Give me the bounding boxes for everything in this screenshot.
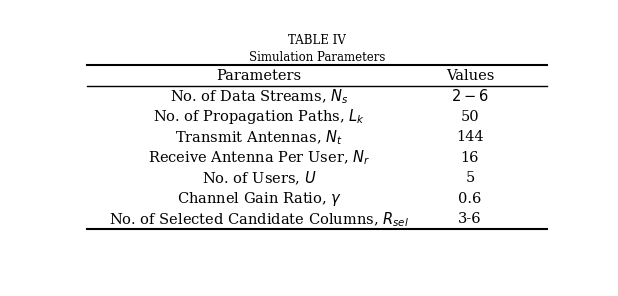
- Text: $2-6$: $2-6$: [451, 89, 489, 104]
- Text: 144: 144: [456, 130, 484, 144]
- Text: 3-6: 3-6: [458, 212, 482, 226]
- Text: 5: 5: [465, 171, 475, 185]
- Text: TABLE IV
Simulation Parameters: TABLE IV Simulation Parameters: [248, 34, 385, 64]
- Text: 0.6: 0.6: [459, 192, 481, 206]
- Text: Values: Values: [446, 69, 494, 83]
- Text: Channel Gain Ratio, $\gamma$: Channel Gain Ratio, $\gamma$: [177, 190, 342, 208]
- Text: Receive Antenna Per User, $N_r$: Receive Antenna Per User, $N_r$: [148, 149, 370, 167]
- Text: No. of Selected Candidate Columns, $R_{sel}$: No. of Selected Candidate Columns, $R_{s…: [109, 210, 409, 229]
- Text: 50: 50: [460, 110, 480, 124]
- Text: No. of Propagation Paths, $L_k$: No. of Propagation Paths, $L_k$: [153, 107, 365, 126]
- Text: 16: 16: [461, 151, 479, 165]
- Text: Transmit Antennas, $N_t$: Transmit Antennas, $N_t$: [176, 128, 343, 147]
- Text: Parameters: Parameters: [217, 69, 302, 83]
- Text: No. of Users, $U$: No. of Users, $U$: [202, 170, 316, 187]
- Text: No. of Data Streams, $N_s$: No. of Data Streams, $N_s$: [170, 87, 349, 106]
